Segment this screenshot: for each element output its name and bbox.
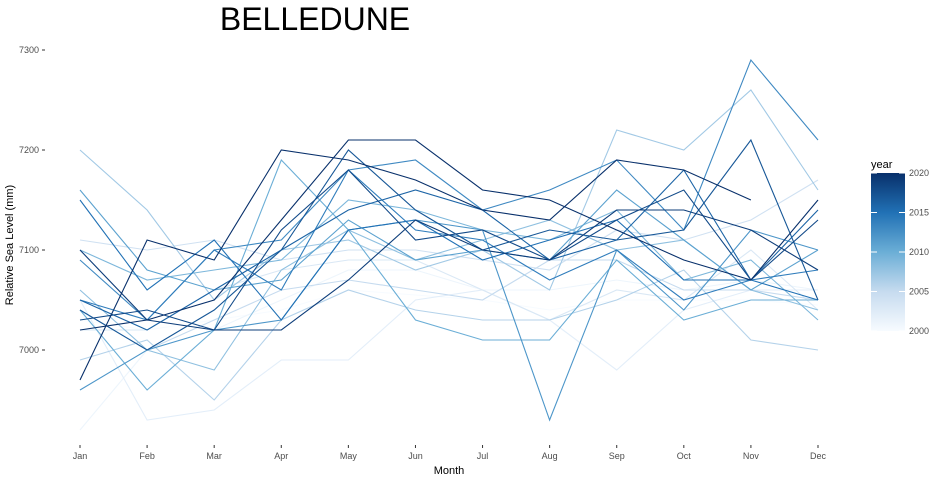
legend-tick-label: 2010 [909, 247, 929, 257]
series-line-2021 [79, 139, 819, 331]
series-line-2020 [79, 149, 752, 381]
x-tick-label: Apr [274, 451, 288, 461]
series-line-2015 [79, 199, 819, 321]
series-line-2005 [79, 259, 819, 351]
x-axis: Jan Feb Mar Apr May Jun Jul Aug Sep Oct Nov Dec [73, 445, 827, 461]
legend-tick-label: 2015 [909, 208, 929, 218]
series-line-2002 [79, 289, 818, 421]
y-tick-label: 7100 [19, 245, 39, 255]
legend: year 2000 2005 2010 2015 2020 [871, 159, 929, 336]
series-line-2017 [79, 138, 819, 351]
legend-title: year [871, 159, 893, 171]
x-tick-label: May [340, 451, 358, 461]
chart-title: BELLEDUNE [220, 1, 410, 37]
x-tick-label: Feb [139, 451, 155, 461]
series-line-2006 [79, 269, 819, 401]
x-tick-label: Oct [677, 451, 692, 461]
y-tick-label: 7200 [19, 145, 39, 155]
series-line-2019 [79, 209, 819, 331]
y-axis-title: Relative Sea Level (mm) [4, 185, 16, 305]
y-axis: 7000 7100 7200 7300 [19, 45, 45, 355]
x-tick-label: Dec [810, 451, 827, 461]
legend-ticks: 2000 2005 2010 2015 2020 [871, 168, 929, 336]
legend-tick-label: 2020 [909, 168, 929, 178]
x-tick-label: Jul [477, 451, 489, 461]
series-line-2007 [79, 89, 819, 301]
series-line-2000 [79, 289, 819, 331]
legend-tick-label: 2000 [909, 326, 929, 336]
x-tick-label: Nov [743, 451, 760, 461]
legend-tick-label: 2005 [909, 287, 929, 297]
series-line-2010 [79, 159, 818, 391]
x-tick-label: Mar [206, 451, 222, 461]
x-tick-label: Aug [542, 451, 558, 461]
x-axis-title: Month [434, 465, 465, 477]
y-tick-label: 7000 [19, 345, 39, 355]
x-tick-label: Jun [408, 451, 423, 461]
x-tick-label: Sep [609, 451, 625, 461]
series-line-2009 [79, 199, 819, 321]
x-tick-label: Jan [73, 451, 88, 461]
plot-lines [79, 58, 819, 431]
y-tick-label: 7300 [19, 45, 39, 55]
series-line-2016 [79, 169, 819, 331]
series-line-2011 [79, 189, 819, 291]
series-line-2013 [79, 58, 819, 321]
